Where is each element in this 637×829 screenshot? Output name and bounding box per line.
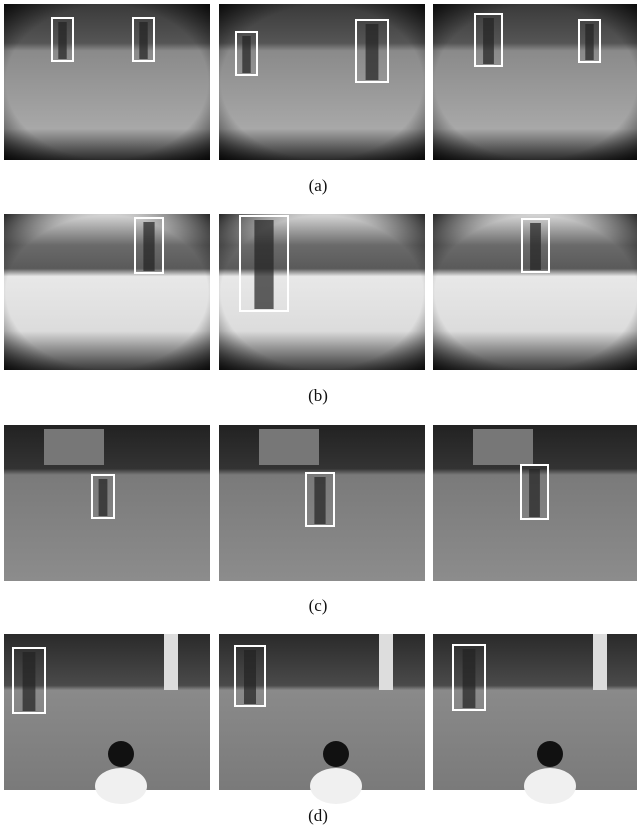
person-figure [139, 22, 147, 59]
wall [259, 429, 319, 465]
person-figure [530, 223, 541, 270]
person-figure [585, 24, 593, 60]
person-figure [99, 479, 108, 516]
figure: (a) (b) (c) (d) [0, 0, 637, 829]
child-body [310, 768, 362, 804]
child-body [95, 768, 147, 804]
pillar [379, 634, 393, 690]
page: (a) (b) (c) (d) (() => { const data = JS… [0, 0, 637, 829]
vignette [433, 4, 637, 160]
vignette [219, 214, 425, 370]
pillar [593, 634, 607, 690]
person-figure [529, 469, 540, 517]
wall [44, 429, 104, 465]
pillar [164, 634, 178, 690]
wall [473, 429, 533, 465]
caption: (a) [309, 176, 328, 195]
vignette [4, 214, 210, 370]
person-figure [23, 652, 36, 711]
caption: (b) [308, 386, 328, 405]
child-head [108, 741, 134, 767]
person-figure [242, 36, 250, 73]
person-figure [463, 649, 476, 708]
person-figure [366, 24, 379, 80]
child-head [323, 741, 349, 767]
person-figure [314, 477, 325, 524]
person-figure [244, 650, 256, 704]
vignette [219, 4, 425, 160]
vignette [4, 4, 210, 160]
person-figure [254, 220, 273, 309]
person-figure [143, 222, 154, 271]
person-figure [483, 18, 494, 64]
caption: (c) [309, 596, 328, 615]
caption: (d) [308, 806, 328, 825]
person-figure [58, 22, 66, 59]
child-head [537, 741, 563, 767]
child-body [524, 768, 576, 804]
